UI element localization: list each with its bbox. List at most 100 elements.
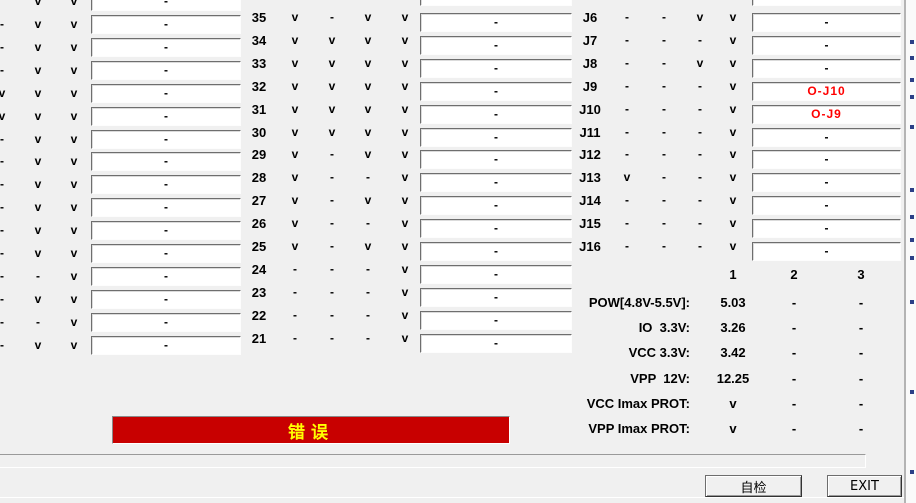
left-check-row: - v v - — [0, 244, 916, 263]
socket-column-header: 3 — [857, 267, 865, 282]
result-field: - — [420, 105, 572, 124]
check-cell: v — [34, 0, 42, 8]
exit-button[interactable]: EXIT — [827, 475, 902, 497]
pin-number-label: 34 — [251, 33, 267, 48]
check-cell: v — [34, 223, 42, 237]
check-cell: v — [70, 200, 78, 214]
result-field: - — [91, 152, 241, 171]
check-cell: v — [70, 17, 78, 31]
check-cell: - — [366, 285, 370, 299]
check-cell: v — [729, 79, 737, 93]
measurement-label: IO 3.3V: — [638, 320, 690, 335]
pin-row: 33 v v v v - — [0, 56, 916, 78]
check-cell: v — [34, 86, 42, 100]
check-cell: v — [729, 56, 737, 70]
check-cell: - — [330, 147, 334, 161]
check-cell: - — [293, 331, 297, 345]
screen-edge-artifact — [910, 215, 914, 219]
check-cell: - — [698, 125, 702, 139]
measurement-value: v — [729, 421, 737, 436]
check-cell: v — [291, 102, 299, 116]
result-field: - — [91, 38, 241, 57]
screen-edge-artifact — [910, 40, 914, 44]
jumper-row: J7 - - - v - — [0, 33, 916, 55]
pin-row: 25 v - v v - — [0, 239, 916, 261]
jumper-label: J10 — [579, 102, 601, 117]
pin-number-label: 22 — [251, 308, 267, 323]
jumper-row: J16 - - - v - — [0, 239, 916, 261]
result-field: - — [420, 219, 572, 238]
result-field: - — [91, 0, 241, 11]
result-field: - — [91, 244, 241, 263]
jumper-row: J11 - - - v - — [0, 125, 916, 147]
screen-edge-artifact — [910, 390, 914, 394]
pin-row: 29 v - v v - — [0, 147, 916, 169]
check-cell: v — [364, 56, 372, 70]
check-cell: - — [36, 269, 40, 283]
check-cell: v — [328, 102, 336, 116]
result-field: - — [420, 173, 572, 192]
result-field: - — [91, 267, 241, 286]
check-cell: v — [729, 193, 737, 207]
check-cell: v — [401, 56, 409, 70]
result-field: - — [91, 175, 241, 194]
pin-number-label: 32 — [251, 79, 267, 94]
result-field: - — [91, 198, 241, 217]
check-cell: - — [662, 102, 666, 116]
check-cell: - — [698, 147, 702, 161]
check-cell: v — [291, 216, 299, 230]
measurement-value: 3.42 — [720, 345, 746, 360]
measurement-value: 12.25 — [716, 371, 750, 386]
check-cell: - — [0, 315, 4, 329]
result-field: - — [752, 128, 901, 147]
measurement-value: - — [858, 371, 864, 386]
check-cell: - — [662, 79, 666, 93]
result-field: - — [420, 265, 572, 284]
check-cell: - — [662, 33, 666, 47]
check-cell: - — [662, 193, 666, 207]
check-cell: - — [293, 262, 297, 276]
check-cell: - — [662, 125, 666, 139]
check-cell: - — [330, 193, 334, 207]
check-cell: - — [0, 63, 4, 77]
check-cell: v — [364, 33, 372, 47]
check-cell: v — [70, 177, 78, 191]
measurement-label: VCC Imax PROT: — [586, 396, 690, 411]
screen-edge-artifact — [910, 470, 914, 474]
result-field: - — [420, 242, 572, 261]
self-test-button[interactable]: 自检 — [705, 475, 802, 497]
check-cell: v — [291, 79, 299, 93]
check-cell: - — [662, 10, 666, 24]
left-check-row: - v v - — [0, 198, 916, 217]
result-field: - — [752, 13, 901, 32]
jumper-row: J6 - - v v - — [0, 10, 916, 32]
pin-row: 26 v - - v - — [0, 216, 916, 238]
pin-row: 21 - - - v - — [0, 331, 916, 353]
result-field: - — [420, 150, 572, 169]
check-cell: - — [625, 79, 629, 93]
check-cell: v — [401, 308, 409, 322]
check-cell: v — [70, 154, 78, 168]
jumper-row: J10 - - - v O-J9 — [0, 102, 916, 124]
result-field: O-J9 — [752, 105, 901, 124]
left-check-row: - v v - — [0, 290, 916, 309]
check-cell: - — [330, 239, 334, 253]
jumper-label: J16 — [579, 239, 601, 254]
result-field: - — [752, 59, 901, 78]
check-cell: v — [401, 285, 409, 299]
pin-row: 35 v - v v - — [0, 10, 916, 32]
check-cell: v — [364, 125, 372, 139]
measurement-row: VPP Imax PROT: v - - — [0, 420, 916, 438]
check-cell: - — [698, 170, 702, 184]
check-cell: v — [70, 223, 78, 237]
result-field: - — [752, 242, 901, 261]
check-cell: - — [36, 315, 40, 329]
check-cell: v — [328, 33, 336, 47]
result-field: - — [91, 290, 241, 309]
result-field: - — [752, 150, 901, 169]
pin-number-label: 23 — [251, 285, 267, 300]
check-cell: - — [330, 285, 334, 299]
pin-number-label: 24 — [251, 262, 267, 277]
check-cell: - — [662, 239, 666, 253]
